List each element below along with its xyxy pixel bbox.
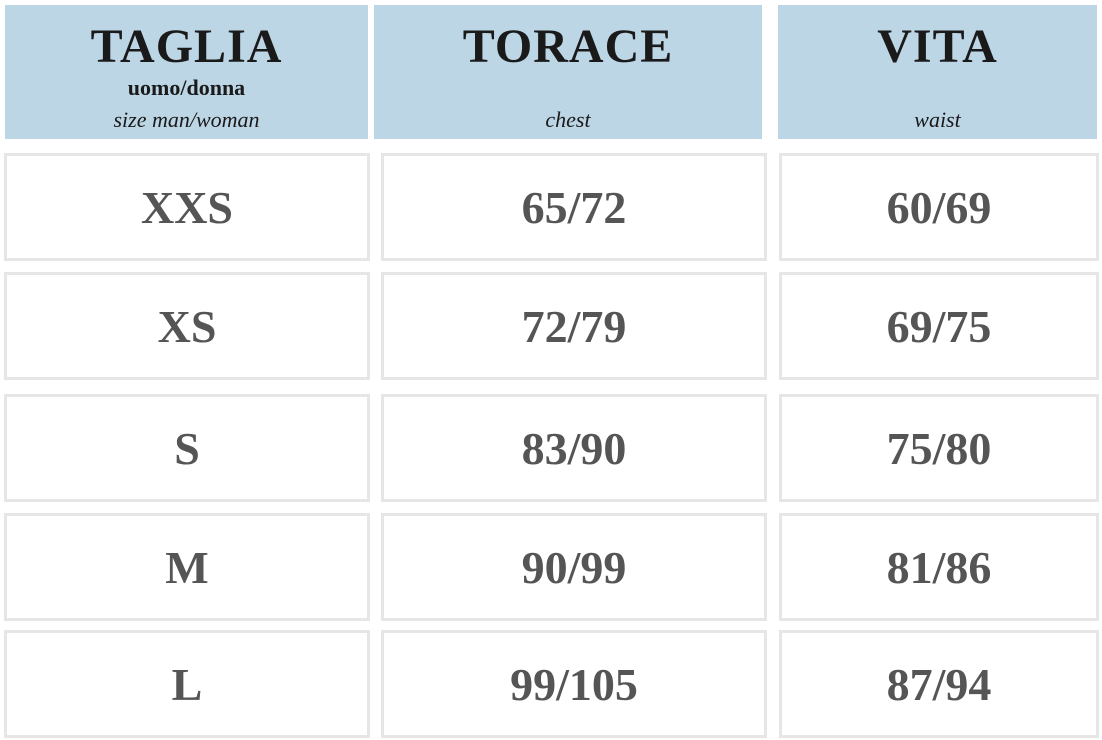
table-cell: 81/86 (779, 513, 1099, 621)
header-title: TAGLIA (90, 20, 283, 73)
table-cell: 83/90 (381, 394, 767, 502)
header-cell: VITA waist (778, 5, 1097, 139)
table-cell: M (4, 513, 370, 621)
table-cell: 69/75 (779, 272, 1099, 380)
table-cell: XS (4, 272, 370, 380)
header-title: VITA (877, 20, 998, 73)
table-cell: 90/99 (381, 513, 767, 621)
header-translation: size man/woman (113, 107, 260, 132)
header-cell: TAGLIA uomo/donna size man/woman (5, 5, 368, 139)
header-subtitle: uomo/donna (127, 75, 246, 100)
table-cell: 72/79 (381, 272, 767, 380)
table-cell: 99/105 (381, 630, 767, 738)
table-cell: XXS (4, 153, 370, 261)
table-cell: S (4, 394, 370, 502)
table-cell: 75/80 (779, 394, 1099, 502)
table-cell: 87/94 (779, 630, 1099, 738)
table-cell: L (4, 630, 370, 738)
header-title: TORACE (462, 20, 674, 73)
table-cell: 60/69 (779, 153, 1099, 261)
table-cell: 65/72 (381, 153, 767, 261)
header-cell: TORACE chest (374, 5, 762, 139)
header-translation: chest (545, 107, 591, 132)
header-translation: waist (914, 107, 961, 132)
